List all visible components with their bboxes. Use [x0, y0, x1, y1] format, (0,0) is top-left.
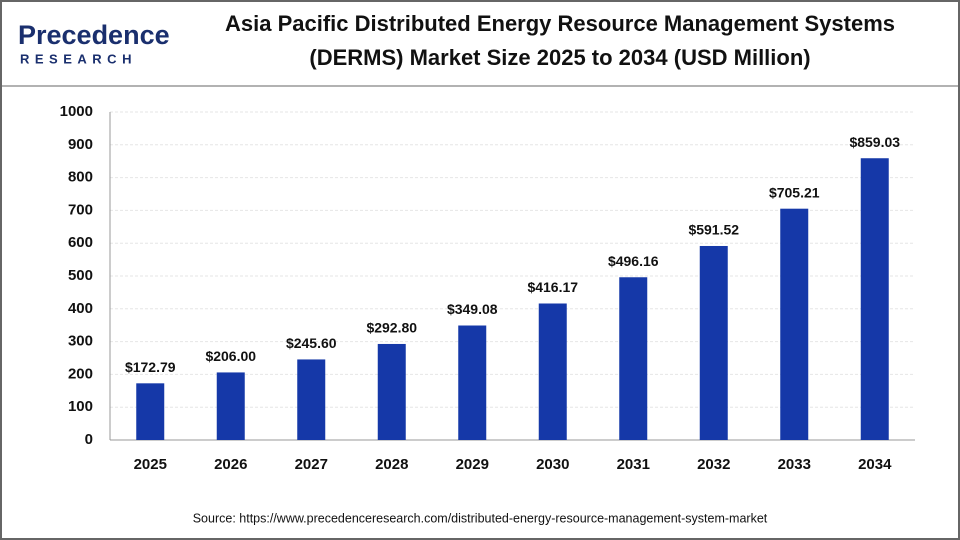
y-tick-label: 600 — [68, 234, 93, 251]
bar — [780, 208, 809, 440]
x-tick-label: 2034 — [858, 456, 892, 473]
y-tick-label: 200 — [68, 365, 93, 382]
bar — [377, 343, 406, 440]
x-tick-label: 2025 — [134, 456, 167, 473]
value-label: $206.00 — [205, 348, 256, 364]
y-tick-label: 100 — [68, 398, 93, 415]
value-label: $172.79 — [125, 359, 176, 375]
x-tick-label: 2031 — [617, 456, 650, 473]
x-tick-label: 2029 — [456, 456, 489, 473]
y-tick-label: 1000 — [60, 103, 93, 120]
value-label: $292.80 — [366, 320, 417, 336]
x-tick-label: 2028 — [375, 456, 408, 473]
value-label: $591.52 — [688, 222, 739, 238]
y-tick-label: 0 — [85, 431, 93, 448]
y-tick-label: 800 — [68, 169, 93, 186]
value-label: $859.03 — [849, 134, 900, 150]
bar — [458, 325, 487, 440]
source-note: Source: https://www.precedenceresearch.c… — [193, 511, 768, 525]
logo-tagline: RESEARCH — [20, 51, 137, 66]
bar — [699, 245, 728, 440]
x-tick-label: 2027 — [295, 456, 328, 473]
bar — [297, 359, 326, 440]
chart-title: Asia Pacific Distributed Energy Resource… — [225, 11, 895, 36]
chart-title: (DERMS) Market Size 2025 to 2034 (USD Mi… — [309, 45, 810, 70]
y-tick-label: 500 — [68, 267, 93, 284]
x-tick-label: 2030 — [536, 456, 569, 473]
value-label: $245.60 — [286, 335, 337, 351]
bar — [216, 372, 245, 440]
y-tick-label: 700 — [68, 201, 93, 218]
value-label: $496.16 — [608, 253, 659, 269]
x-tick-label: 2032 — [697, 456, 730, 473]
bar — [136, 383, 165, 440]
y-tick-label: 400 — [68, 300, 93, 317]
bar — [619, 277, 648, 440]
bar — [860, 158, 889, 440]
x-tick-label: 2026 — [214, 456, 247, 473]
bar — [538, 303, 567, 440]
value-label: $349.08 — [447, 301, 498, 317]
value-label: $705.21 — [769, 184, 820, 200]
value-label: $416.17 — [527, 279, 578, 295]
y-tick-label: 900 — [68, 136, 93, 153]
x-tick-label: 2033 — [778, 456, 811, 473]
logo-name: Precedence — [18, 20, 170, 50]
y-tick-label: 300 — [68, 333, 93, 350]
